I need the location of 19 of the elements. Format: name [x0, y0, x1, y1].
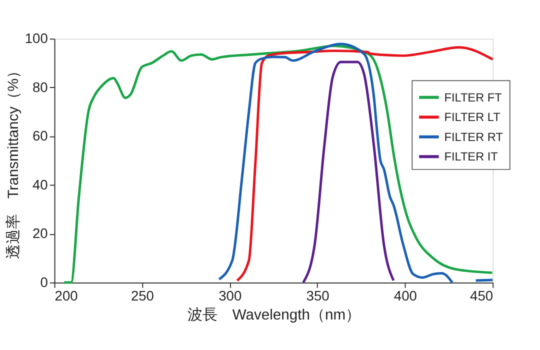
x-axis-title: 波長 Wavelength（nm）: [187, 306, 361, 324]
legend-label: FILTER RT: [444, 130, 503, 144]
legend-label: FILTER FT: [444, 90, 502, 104]
x-tick-label: 200: [54, 288, 78, 304]
y-tick-label: 0: [40, 274, 48, 290]
legend-label: FILTER LT: [444, 110, 500, 124]
legend-label: FILTER IT: [444, 150, 498, 164]
y-tick-label: 20: [32, 225, 48, 242]
x-tick-label: 450: [470, 288, 494, 304]
x-tick-label: 350: [306, 288, 330, 304]
y-tick-label: 100: [24, 30, 48, 46]
x-tick-label: 250: [130, 288, 154, 304]
line-series: [302, 60, 395, 284]
y-axis-title: 透過率 Transmittancy（%）: [4, 63, 22, 259]
y-tick-label: 40: [32, 176, 48, 192]
y-tick-label: 80: [32, 78, 48, 95]
x-tick-label: 400: [394, 288, 418, 304]
x-tick-label: 300: [218, 288, 242, 304]
y-tick-label: 60: [32, 128, 48, 144]
